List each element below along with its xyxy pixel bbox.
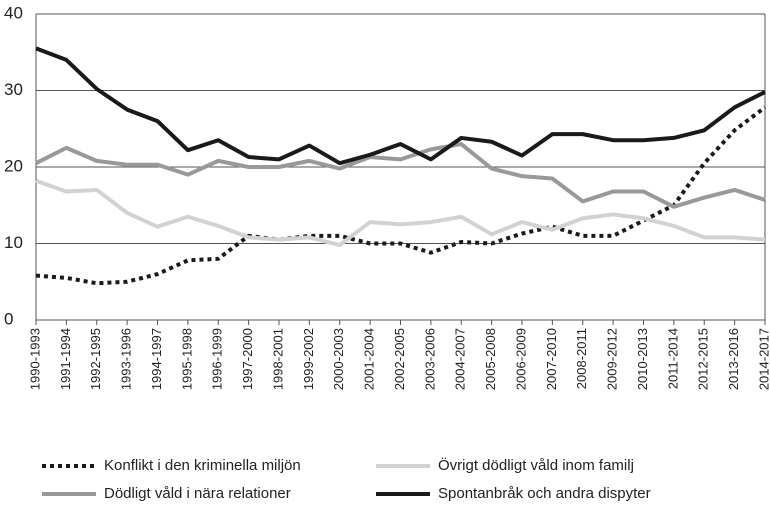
x-tick-label: 2001-2004 (362, 328, 377, 390)
x-tick-label: 1990-1993 (27, 328, 42, 390)
x-tick-label: 2006-2009 (513, 328, 528, 390)
legend-label: Dödligt våld i nära relationer (104, 485, 291, 502)
x-tick-label: 1998-2001 (270, 328, 285, 390)
x-tick-label: 1993-1996 (119, 328, 134, 390)
series-line (35, 142, 766, 209)
x-tick-label: 1992-1995 (88, 328, 103, 390)
series-line (35, 105, 767, 286)
x-tick-label: 1997-2000 (240, 328, 255, 390)
legend-label: Övrigt dödligt våld inom familj (438, 456, 634, 474)
x-tick-label: 2008-2011 (574, 328, 589, 389)
y-tick-label: 0 (4, 309, 13, 328)
x-tick-label: 2003-2006 (422, 328, 437, 390)
x-tick-label: 1994-1997 (149, 328, 164, 390)
y-tick-label: 20 (4, 156, 23, 175)
x-tick-label: 2014-2017 (756, 328, 770, 390)
x-tick-label: 2007-2010 (544, 328, 559, 390)
x-tick-label: 2005-2008 (483, 328, 498, 390)
legend-label: Spontanbråk och andra dispyter (438, 485, 651, 502)
y-tick-label: 40 (4, 3, 23, 22)
x-tick-label: 2011-2014 (665, 328, 680, 389)
x-tick-label: 2009-2012 (605, 328, 620, 390)
x-tick-label: 2002-2005 (392, 328, 407, 390)
legend-label: Konflikt i den kriminella miljön (104, 457, 301, 474)
x-tick-label: 2013-2016 (726, 328, 741, 390)
x-tick-label: 2012-2015 (696, 328, 711, 390)
x-tick-label: 1999-2002 (301, 328, 316, 390)
x-tick-label: 2004-2007 (453, 328, 468, 390)
x-tick-label: 1996-1999 (210, 328, 225, 390)
x-tick-label: 1995-1998 (179, 328, 194, 390)
x-tick-label: 2000-2003 (331, 328, 346, 390)
x-tick-label: 1991-1994 (58, 328, 73, 390)
y-tick-label: 30 (4, 80, 23, 99)
series-line (35, 178, 766, 248)
x-tick-label: 2010-2013 (635, 328, 650, 390)
series-line (35, 46, 766, 166)
y-tick-label: 10 (4, 233, 23, 252)
